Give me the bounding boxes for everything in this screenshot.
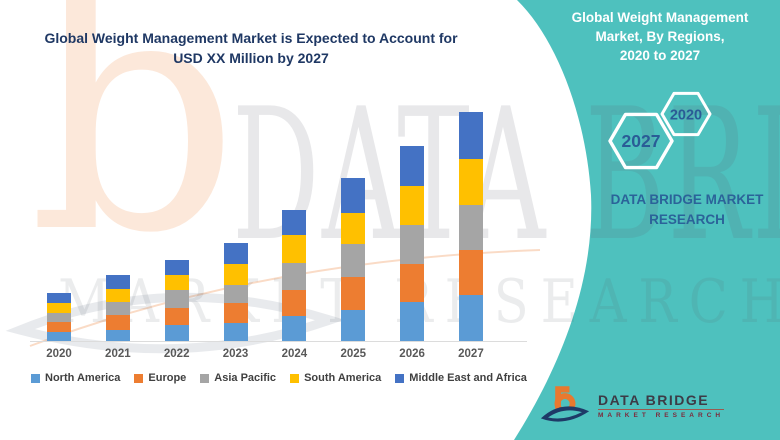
- bar-segment-north-america: [105, 330, 130, 341]
- bar-segment-middle-east-and-africa: [105, 275, 130, 289]
- chart-title-line2: USD XX Million by 2027: [173, 50, 329, 66]
- bar-segment-middle-east-and-africa: [282, 210, 307, 235]
- legend-label: South America: [304, 372, 382, 384]
- x-axis-line: [30, 341, 527, 342]
- bar-segment-north-america: [341, 310, 366, 341]
- bar-segment-asia-pacific: [282, 263, 307, 290]
- panel-title-line1: Global Weight Management: [571, 10, 749, 25]
- legend-swatch: [395, 373, 405, 383]
- stacked-bar-2023: [223, 243, 248, 341]
- bar-segment-europe: [341, 277, 366, 310]
- bar-segment-europe: [458, 250, 483, 295]
- panel-title-line3: 2020 to 2027: [619, 48, 701, 63]
- logo-wordmark: DATA BRIDGE: [598, 392, 725, 410]
- hexagon-2020: 2020: [660, 91, 712, 137]
- bar-segment-asia-pacific: [223, 285, 248, 303]
- stacked-bar-2027: [458, 112, 483, 341]
- x-axis-label-2020: 2020: [46, 348, 72, 360]
- legend-label: North America: [45, 372, 121, 384]
- databridge-logo-icon: [540, 386, 590, 422]
- bar-segment-middle-east-and-africa: [341, 178, 366, 213]
- brand-text-line2: RESEARCH: [649, 212, 725, 227]
- stacked-bar-2022: [164, 260, 189, 341]
- x-axis-label-2027: 2027: [458, 348, 484, 360]
- bar-segment-north-america: [400, 302, 425, 341]
- bar-segment-south-america: [282, 235, 307, 263]
- bar-segment-north-america: [223, 323, 248, 341]
- bar-segment-europe: [47, 322, 71, 332]
- bar-segment-middle-east-and-africa: [164, 260, 189, 275]
- stacked-bar-2025: [341, 178, 366, 341]
- x-axis-label-2023: 2023: [222, 348, 249, 360]
- bar-segment-south-america: [223, 264, 248, 285]
- legend-label: Middle East and Africa: [409, 372, 527, 384]
- legend-swatch: [290, 373, 300, 383]
- legend-label: Europe: [148, 372, 187, 384]
- hexagon-2027-label: 2027: [622, 131, 661, 151]
- brand-text: DATA BRIDGE MARKET RESEARCH: [577, 190, 780, 230]
- legend-label: Asia Pacific: [214, 372, 277, 384]
- bar-segment-europe: [105, 315, 130, 330]
- bar-segment-north-america: [164, 325, 189, 341]
- bar-segment-south-america: [164, 275, 189, 290]
- legend-swatch: [134, 373, 144, 383]
- bar-segment-middle-east-and-africa: [223, 243, 248, 264]
- legend-swatch: [31, 373, 40, 383]
- bar-segment-asia-pacific: [400, 225, 425, 264]
- bar-segment-north-america: [47, 332, 71, 341]
- bar-segment-south-america: [47, 303, 71, 313]
- hexagon-2020-label: 2020: [670, 108, 702, 124]
- databridge-logo: DATA BRIDGE MARKET RESEARCH: [540, 384, 725, 426]
- stacked-bar-2024: [282, 210, 307, 341]
- bar-segment-asia-pacific: [458, 205, 483, 250]
- bar-segment-north-america: [458, 295, 483, 341]
- bar-segment-europe: [400, 264, 425, 302]
- stacked-bar-2020: [47, 293, 71, 341]
- x-axis-label-2024: 2024: [281, 348, 308, 360]
- bar-segment-asia-pacific: [164, 290, 189, 308]
- stacked-bar-2026: [400, 146, 425, 341]
- legend-item-asia-pacific: Asia Pacific: [200, 372, 276, 384]
- bar-segment-europe: [164, 308, 189, 325]
- bar-segment-south-america: [341, 213, 366, 244]
- bar-segment-asia-pacific: [47, 313, 71, 322]
- logo-subtitle: MARKET RESEARCH: [598, 411, 725, 419]
- chart-title-line1: Global Weight Management Market is Expec…: [44, 30, 458, 46]
- legend-item-middle-east-and-africa: Middle East and Africa: [395, 372, 527, 384]
- x-axis-label-2021: 2021: [105, 348, 131, 360]
- legend-item-south-america: South America: [290, 372, 381, 384]
- x-axis-label-2022: 2022: [163, 348, 190, 360]
- x-axis-label-2025: 2025: [340, 348, 367, 360]
- brand-text-line1: DATA BRIDGE MARKET: [610, 192, 764, 207]
- bar-segment-middle-east-and-africa: [47, 293, 71, 303]
- chart-title: Global Weight Management Market is Expec…: [16, 28, 486, 68]
- bar-segment-north-america: [282, 316, 307, 341]
- legend-item-europe: Europe: [134, 372, 186, 384]
- panel-title: Global Weight Management Market, By Regi…: [540, 8, 780, 65]
- legend-swatch: [200, 373, 210, 383]
- bar-segment-south-america: [105, 289, 130, 302]
- databridge-logo-text: DATA BRIDGE MARKET RESEARCH: [598, 392, 725, 419]
- plot-area: 2020 2021 2022 2023 2024 2025 2026 2027: [30, 112, 527, 360]
- legend-item-north-america: North America: [31, 372, 120, 384]
- bar-segment-middle-east-and-africa: [458, 112, 483, 159]
- bar-segment-south-america: [400, 186, 425, 225]
- x-axis-label-2026: 2026: [399, 348, 425, 360]
- bar-segment-south-america: [458, 159, 483, 205]
- bar-segment-asia-pacific: [341, 244, 366, 277]
- hexagon-2027: 2027: [608, 112, 674, 170]
- panel-title-line2: Market, By Regions,: [595, 29, 725, 44]
- bar-segment-europe: [282, 290, 307, 316]
- chart-legend: North America Europe Asia Pacific South Ame…: [31, 372, 527, 384]
- bar-segment-middle-east-and-africa: [400, 146, 425, 186]
- bar-segment-asia-pacific: [105, 302, 130, 315]
- stacked-bar-2021: [105, 275, 130, 341]
- bar-segment-europe: [223, 303, 248, 323]
